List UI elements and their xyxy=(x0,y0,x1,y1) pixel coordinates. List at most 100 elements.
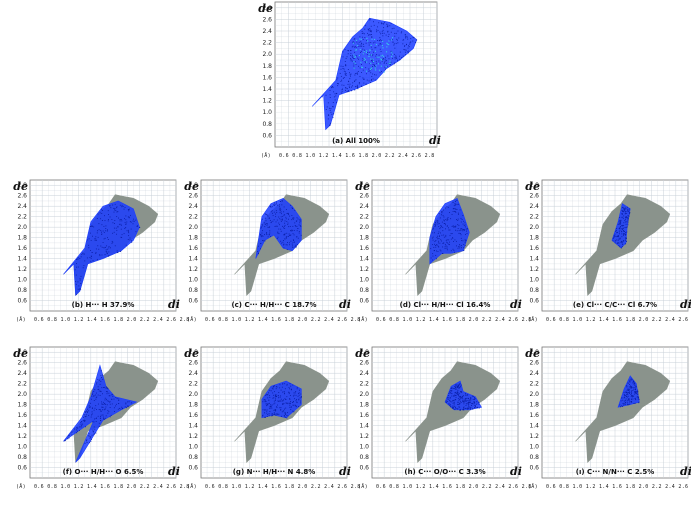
fingerprint-point xyxy=(83,414,85,416)
fingerprint-point xyxy=(444,246,446,248)
fingerprint-point xyxy=(102,242,104,243)
fingerprint-point xyxy=(76,427,78,429)
fingerprint-point xyxy=(379,31,381,33)
fingerprint-point xyxy=(451,395,453,397)
fingerprint-point xyxy=(284,224,286,226)
y-tick-label: 2.8 xyxy=(359,182,369,189)
fingerprint-point xyxy=(446,225,448,227)
fingerprint-point xyxy=(352,85,353,87)
fingerprint-point xyxy=(464,242,466,244)
fingerprint-point xyxy=(470,397,472,399)
fingerprint-point xyxy=(445,224,446,226)
fingerprint-point xyxy=(358,46,360,48)
fingerprint-point xyxy=(95,405,97,407)
fingerprint-point xyxy=(620,406,621,408)
fingerprint-point xyxy=(434,241,436,242)
fingerprint-point xyxy=(346,90,348,92)
x-tick-labels: 0.6 0.8 1.0 1.2 1.4 1.6 1.8 2.0 2.2 2.4 … xyxy=(546,484,691,490)
fingerprint-point xyxy=(632,382,634,384)
fingerprint-point xyxy=(449,403,451,405)
fingerprint-point xyxy=(257,245,259,247)
fingerprint-point xyxy=(97,394,99,396)
fingerprint-point xyxy=(632,390,634,391)
fingerprint-point xyxy=(463,399,465,401)
fingerprint-point xyxy=(458,230,460,232)
fingerprint-point xyxy=(624,220,626,222)
y-tick-label: 2.8 xyxy=(17,349,27,356)
fingerprint-point xyxy=(448,239,450,241)
fingerprint-point xyxy=(367,52,369,53)
fingerprint-point xyxy=(80,421,82,423)
fingerprint-point xyxy=(270,390,272,392)
fingerprint-point xyxy=(100,410,102,412)
fingerprint-point xyxy=(379,37,381,39)
fingerprint-point xyxy=(277,400,279,402)
fingerprint-point xyxy=(626,394,628,396)
fingerprint-point xyxy=(114,208,116,210)
fingerprint-point xyxy=(299,222,301,224)
fingerprint-point xyxy=(624,212,626,214)
fingerprint-point xyxy=(628,211,630,213)
y-tick-label: 0.8 xyxy=(359,454,369,461)
fingerprint-point xyxy=(395,43,397,44)
fingerprint-point xyxy=(327,102,329,104)
fingerprint-point xyxy=(111,403,113,405)
fingerprint-point xyxy=(376,62,378,64)
fingerprint-point xyxy=(272,392,274,394)
fingerprint-point xyxy=(457,408,459,410)
fingerprint-point xyxy=(437,223,439,225)
fingerprint-point xyxy=(115,403,117,405)
fingerprint-point xyxy=(374,38,376,40)
fingerprint-point xyxy=(263,399,265,401)
fingerprint-point xyxy=(467,228,469,230)
fingerprint-point xyxy=(635,390,637,392)
fingerprint-point xyxy=(282,241,284,243)
fingerprint-point xyxy=(281,411,283,413)
x-axis-label: di xyxy=(339,465,351,478)
fingerprint-point xyxy=(627,222,629,224)
fingerprint-point xyxy=(435,258,437,260)
fingerprint-point xyxy=(637,389,639,391)
fingerprint-point xyxy=(345,87,347,89)
fingerprint-point xyxy=(369,70,371,72)
fingerprint-point xyxy=(627,218,629,220)
fingerprint-point xyxy=(107,255,109,257)
fingerprint-point xyxy=(445,219,447,221)
fingerprint-point xyxy=(635,393,637,395)
fingerprint-point xyxy=(404,34,406,36)
fingerprint-point xyxy=(469,402,471,404)
fingerprint-point xyxy=(297,228,299,230)
fingerprint-point xyxy=(337,85,339,87)
fingerprint-point xyxy=(101,208,103,210)
fingerprint-point xyxy=(266,232,268,233)
fingerprint-point xyxy=(116,229,118,231)
x-unit-label: (Å) xyxy=(528,316,538,323)
fingerprint-point xyxy=(86,410,88,412)
fingerprint-point xyxy=(623,230,625,232)
fingerprint-point xyxy=(354,73,356,75)
fingerprint-point xyxy=(96,409,97,410)
fingerprint-point xyxy=(119,220,121,222)
fingerprint-point xyxy=(268,227,270,228)
fingerprint-point xyxy=(435,223,437,225)
fingerprint-point xyxy=(450,392,452,394)
fingerprint-point xyxy=(457,401,459,403)
fingerprint-point xyxy=(276,225,278,227)
fingerprint-point xyxy=(345,73,347,75)
fingerprint-point xyxy=(269,411,271,413)
fingerprint-point xyxy=(264,409,266,411)
fingerprint-point xyxy=(460,385,461,387)
fingerprint-point xyxy=(454,203,456,205)
fingerprint-point xyxy=(393,44,395,46)
y-tick-label: 1.2 xyxy=(188,266,198,273)
fingerprint-point xyxy=(284,412,286,414)
fingerprint-point xyxy=(386,43,389,45)
fingerprint-point xyxy=(293,239,295,241)
fingerprint-point xyxy=(275,399,276,401)
fingerprint-point xyxy=(286,384,288,386)
fingerprint-point xyxy=(284,415,286,417)
fingerprint-point xyxy=(291,207,293,209)
fingerprint-point xyxy=(299,219,301,221)
fingerprint-point xyxy=(295,244,297,246)
fingerprint-point xyxy=(383,27,385,29)
